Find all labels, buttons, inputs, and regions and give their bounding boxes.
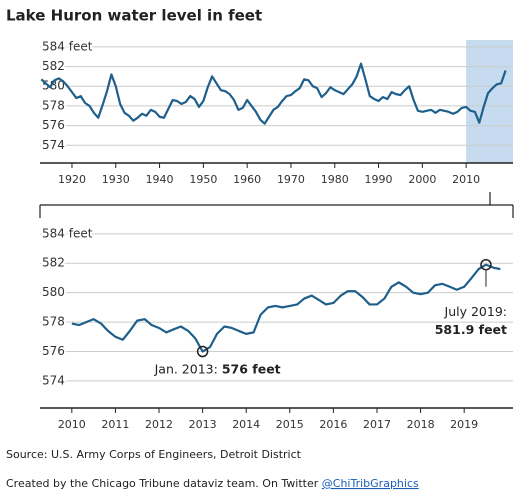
x-tick-label: 2011 <box>101 418 129 431</box>
x-tick-label: 1940 <box>146 173 174 186</box>
x-tick-label: 2014 <box>232 418 260 431</box>
x-tick-label: 1950 <box>189 173 217 186</box>
y-tick-label: 584 feet <box>42 226 93 240</box>
x-tick-label: 1920 <box>58 173 86 186</box>
series-line <box>40 62 507 125</box>
y-tick-label: 576 <box>42 344 65 358</box>
x-tick-label: 2015 <box>276 418 304 431</box>
x-tick-label: 2019 <box>450 418 478 431</box>
series-line <box>71 263 501 353</box>
annotation-text: Jan. 2013: <box>154 361 218 376</box>
y-tick-label: 574 <box>42 373 65 387</box>
chart-title: Lake Huron water level in feet <box>6 7 262 25</box>
annotation-marker <box>196 345 209 358</box>
x-tick-label: 1980 <box>321 173 349 186</box>
highlight-region <box>466 40 513 163</box>
x-tick-label: 2000 <box>408 173 436 186</box>
y-tick-label: 578 <box>42 315 65 329</box>
x-tick-label: 2010 <box>58 418 86 431</box>
twitter-link[interactable]: @ChiTribGraphics <box>322 477 419 490</box>
x-tick-label: 1970 <box>277 173 305 186</box>
y-tick-label: 580 <box>42 285 65 299</box>
y-tick-label: 576 <box>42 118 65 132</box>
x-tick-label: 1930 <box>102 173 130 186</box>
bracket <box>39 192 514 218</box>
y-tick-label: 578 <box>42 98 65 112</box>
y-tick-label: 582 <box>42 59 65 73</box>
x-tick-label: 2016 <box>319 418 347 431</box>
x-tick-label: 2013 <box>189 418 217 431</box>
annotation-value: 576 feet <box>222 361 281 376</box>
y-tick-label: 584 feet <box>42 39 93 53</box>
y-tick-label: 582 <box>42 256 65 270</box>
x-tick-label: 2018 <box>407 418 435 431</box>
y-tick-label: 580 <box>42 79 65 93</box>
x-tick-label: 1990 <box>365 173 393 186</box>
credit-text: Created by the Chicago Tribune dataviz t… <box>6 477 319 490</box>
annotation-text: July 2019: <box>444 304 507 319</box>
annotation: Jan. 2013: 576 feet <box>154 361 281 376</box>
credit: Created by the Chicago Tribune dataviz t… <box>6 477 419 490</box>
x-tick-label: 2010 <box>452 173 480 186</box>
y-tick-label: 574 <box>42 138 65 152</box>
x-tick-label: 2012 <box>145 418 173 431</box>
x-tick-label: 1960 <box>233 173 261 186</box>
annotation-marker <box>480 258 492 271</box>
annotation-value: 581.9 feet <box>435 322 507 337</box>
x-tick-label: 2017 <box>363 418 391 431</box>
source: Source: U.S. Army Corps of Engineers, De… <box>6 448 302 461</box>
